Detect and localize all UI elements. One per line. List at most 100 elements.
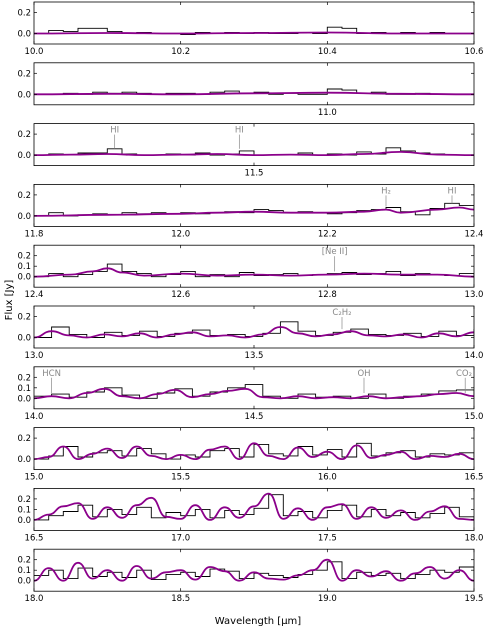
y-tick-label: 0.2: [17, 252, 31, 262]
line-annotation-label: C₂H₂: [332, 308, 351, 318]
y-tick-label: 0.2: [17, 434, 31, 444]
panel-frame: [33, 427, 475, 471]
line-annotation-label: OH: [357, 369, 370, 379]
x-tick-label: 18.5: [171, 594, 190, 604]
y-tick-label: 0.1: [17, 505, 31, 515]
x-tick-label: 14.0: [465, 351, 484, 361]
panel-8: 0.0 0.2 15.0 15.5 16.0 16.5: [17, 427, 483, 483]
panel-7: 0.00.10.2 14.0 14.5 15.0 HCN OH CO₂: [17, 366, 484, 422]
x-tick-label: 14.5: [245, 412, 264, 422]
observed-spectrum-line: [34, 442, 474, 460]
y-tick-label: 0.0: [17, 273, 31, 283]
panel-frame: [33, 548, 475, 592]
y-tick-label: 0.2: [17, 130, 31, 140]
y-tick-label: 0.2: [17, 69, 31, 79]
y-tick-label: 0.2: [17, 191, 31, 201]
y-tick-label: 0.2: [17, 556, 31, 566]
model-spectrum-line: [34, 206, 474, 217]
x-tick-label: 16.5: [25, 533, 44, 543]
x-tick-label: 15.5: [171, 473, 190, 483]
y-tick-label: 0.0: [17, 90, 31, 100]
panel-frame: [33, 183, 475, 227]
y-tick-label: 0.0: [17, 455, 31, 465]
x-tick-label: 19.0: [318, 594, 337, 604]
panel-frame: [33, 62, 475, 106]
panel-frame: [33, 366, 475, 410]
model-spectrum-line: [34, 150, 474, 157]
observed-spectrum-line: [34, 263, 474, 278]
x-tick-label: 12.4: [25, 290, 44, 300]
x-tick-label: 10.0: [25, 47, 44, 57]
y-tick-label: 0.0: [17, 30, 31, 40]
x-tick-label: 13.0: [25, 351, 44, 361]
panel-10: 0.00.10.2 18.0 18.5 19.0 19.5: [17, 548, 484, 604]
panel-2: 0.0 0.2 11.0: [17, 62, 475, 118]
x-tick-label: 12.8: [318, 290, 337, 300]
y-tick-label: 0.0: [17, 334, 31, 344]
x-tick-label: 12.2: [318, 229, 337, 239]
observed-spectrum-line: [34, 147, 474, 156]
x-tick-label: 10.2: [171, 47, 190, 57]
x-tick-label: 10.6: [465, 47, 484, 57]
x-tick-label: 15.0: [25, 473, 44, 483]
observed-spectrum-line: [34, 561, 474, 581]
panel-1: 0.0 0.2 10.0 10.2 10.4 10.6: [17, 1, 484, 57]
model-spectrum-line: [34, 326, 474, 339]
x-tick-label: 11.0: [318, 108, 337, 118]
y-tick-label: 0.0: [17, 151, 31, 161]
panels-group: 0.0 0.2 10.0 10.2 10.4 10.6 0.0 0.2 11.0 0.0 0.2 11…: [17, 1, 484, 604]
y-tick-label: 0.1: [17, 262, 31, 272]
x-tick-label: 11.8: [25, 229, 44, 239]
panel-5: 0.00.10.2 12.4 12.6 12.8 13.0 [Ne II]: [17, 244, 484, 300]
y-tick-label: 0.1: [17, 566, 31, 576]
line-annotation-label: H₂: [381, 186, 391, 196]
model-spectrum-line: [34, 558, 474, 582]
x-tick-label: 11.5: [245, 169, 264, 179]
observed-spectrum-line: [34, 494, 474, 521]
model-spectrum-line: [34, 31, 474, 35]
line-annotation-label: HI: [448, 186, 457, 196]
line-annotation-label: HI: [235, 126, 244, 136]
y-tick-label: 0.2: [17, 313, 31, 323]
x-tick-label: 18.0: [25, 594, 44, 604]
panel-frame: [33, 1, 475, 45]
x-tick-label: 13.5: [245, 351, 264, 361]
x-tick-label: 14.0: [25, 412, 44, 422]
y-tick-label: 0.2: [17, 9, 31, 19]
y-tick-label: 0.0: [17, 212, 31, 222]
model-spectrum-line: [34, 267, 474, 278]
line-annotation-label: HCN: [42, 369, 61, 379]
model-spectrum-line: [34, 442, 474, 461]
x-tick-label: 12.6: [171, 290, 190, 300]
x-tick-label: 12.0: [171, 229, 190, 239]
y-tick-label: 0.2: [17, 495, 31, 505]
panel-4: 0.0 0.2 11.8 12.0 12.2 12.4 H₂ HI: [17, 183, 484, 239]
x-tick-label: 18.0: [465, 533, 484, 543]
y-tick-label: 0.0: [17, 394, 31, 404]
panel-frame: [33, 244, 475, 288]
y-axis-label: Flux [Jy]: [4, 280, 15, 321]
x-tick-label: 17.5: [318, 533, 337, 543]
model-spectrum-line: [34, 91, 474, 96]
panel-3: 0.0 0.2 11.5 HI HI: [17, 123, 475, 179]
model-spectrum-line: [34, 492, 474, 521]
y-tick-label: 0.0: [17, 577, 31, 587]
x-tick-label: 13.0: [465, 290, 484, 300]
model-spectrum-line: [34, 387, 474, 400]
panel-frame: [33, 123, 475, 166]
x-tick-label: 19.5: [465, 594, 484, 604]
panel-6: 0.0 0.2 13.0 13.5 14.0 C₂H₂: [17, 305, 484, 361]
x-tick-label: 15.0: [465, 412, 484, 422]
y-tick-label: 0.2: [17, 373, 31, 383]
line-annotation-label: HI: [110, 126, 119, 136]
panel-9: 0.00.10.2 16.5 17.0 17.5 18.0: [17, 487, 484, 543]
x-tick-label: 10.4: [318, 47, 337, 57]
panel-frame: [33, 305, 475, 349]
y-tick-label: 0.1: [17, 384, 31, 394]
x-tick-label: 16.0: [318, 473, 337, 483]
x-tick-label: 17.0: [171, 533, 190, 543]
x-tick-label: 12.4: [465, 229, 484, 239]
x-axis-label: Wavelength [μm]: [215, 616, 302, 627]
y-tick-label: 0.0: [17, 516, 31, 526]
